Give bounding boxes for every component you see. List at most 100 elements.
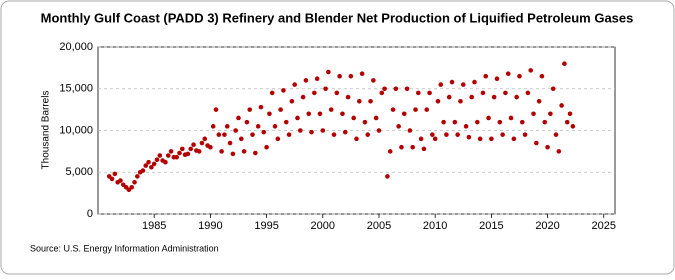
x-tick-label: 2000 <box>311 220 335 232</box>
data-point <box>472 79 477 85</box>
data-point <box>340 111 345 117</box>
data-point <box>112 171 118 177</box>
data-point <box>241 149 247 154</box>
data-point <box>458 98 463 104</box>
data-point <box>109 176 115 182</box>
data-point <box>466 134 472 140</box>
data-point <box>309 129 314 135</box>
data-point <box>314 76 320 82</box>
y-tick-label: 10,000 <box>59 124 93 136</box>
data-point <box>132 179 137 185</box>
data-point <box>469 94 475 100</box>
data-point <box>545 144 550 150</box>
data-point <box>531 111 536 117</box>
data-point <box>359 71 365 77</box>
data-point <box>396 124 401 129</box>
data-point <box>303 78 309 83</box>
data-point <box>283 119 289 125</box>
data-point <box>351 115 356 121</box>
data-point <box>345 94 351 100</box>
data-point <box>143 163 149 168</box>
data-point <box>379 90 385 96</box>
data-point <box>413 107 418 112</box>
data-point <box>477 136 483 142</box>
data-point <box>539 73 545 79</box>
data-point <box>390 107 396 112</box>
data-point <box>151 161 157 167</box>
data-point <box>410 144 415 150</box>
data-point <box>146 159 151 165</box>
data-point <box>373 115 379 121</box>
data-point <box>281 88 286 93</box>
data-point <box>208 144 213 150</box>
data-point <box>522 132 528 137</box>
data-point <box>224 124 230 129</box>
data-point <box>511 136 517 142</box>
data-point <box>427 90 432 96</box>
data-point <box>387 149 393 154</box>
y-tick-label: 20,000 <box>59 41 93 53</box>
data-point <box>331 132 337 137</box>
data-point <box>165 153 171 158</box>
data-point <box>213 107 219 112</box>
data-point <box>452 119 458 125</box>
data-point <box>446 94 452 100</box>
data-point <box>255 124 261 129</box>
data-point <box>371 78 376 83</box>
data-point <box>514 94 519 100</box>
data-point <box>230 151 236 157</box>
data-point <box>272 124 278 129</box>
data-point <box>424 107 430 112</box>
data-point <box>525 90 531 96</box>
x-tick-label: 1985 <box>142 220 166 232</box>
data-point <box>497 119 503 125</box>
data-point <box>508 115 514 121</box>
data-point <box>357 98 362 104</box>
data-point <box>542 119 548 125</box>
data-point <box>365 132 371 137</box>
data-point <box>463 124 469 129</box>
data-point <box>323 86 328 92</box>
data-point <box>348 73 354 79</box>
x-tick-label: 2025 <box>592 220 616 232</box>
data-point <box>500 132 505 137</box>
data-point <box>247 107 253 112</box>
data-point <box>227 140 233 146</box>
data-point <box>480 90 486 96</box>
data-point <box>342 129 348 135</box>
data-point <box>438 82 444 87</box>
data-point <box>550 86 556 92</box>
data-point <box>519 119 525 125</box>
data-point <box>140 168 146 173</box>
data-point <box>292 82 297 87</box>
data-point <box>300 94 306 100</box>
data-point <box>185 151 191 157</box>
data-point <box>202 136 208 142</box>
data-point <box>168 149 174 154</box>
data-point <box>275 136 281 142</box>
data-point <box>432 136 438 142</box>
data-point <box>475 119 480 125</box>
data-point <box>534 140 539 146</box>
data-point <box>236 115 241 121</box>
data-point <box>483 73 489 79</box>
data-point <box>564 119 570 125</box>
data-point <box>199 140 205 146</box>
x-tick-label: 2015 <box>479 220 503 232</box>
data-point <box>188 146 194 152</box>
data-point <box>421 146 427 152</box>
data-point <box>244 119 250 125</box>
data-point <box>460 82 466 87</box>
data-point <box>337 73 342 79</box>
data-point <box>129 184 135 190</box>
data-point <box>149 164 154 170</box>
data-point <box>154 157 160 163</box>
data-point <box>418 136 424 142</box>
y-tick-label: 0 <box>87 208 93 220</box>
x-tick-label: 1990 <box>198 220 222 232</box>
data-point <box>174 154 179 160</box>
data-point <box>559 103 564 108</box>
data-point <box>261 129 267 135</box>
y-tick-label: 15,000 <box>59 83 93 95</box>
data-point <box>253 150 258 156</box>
